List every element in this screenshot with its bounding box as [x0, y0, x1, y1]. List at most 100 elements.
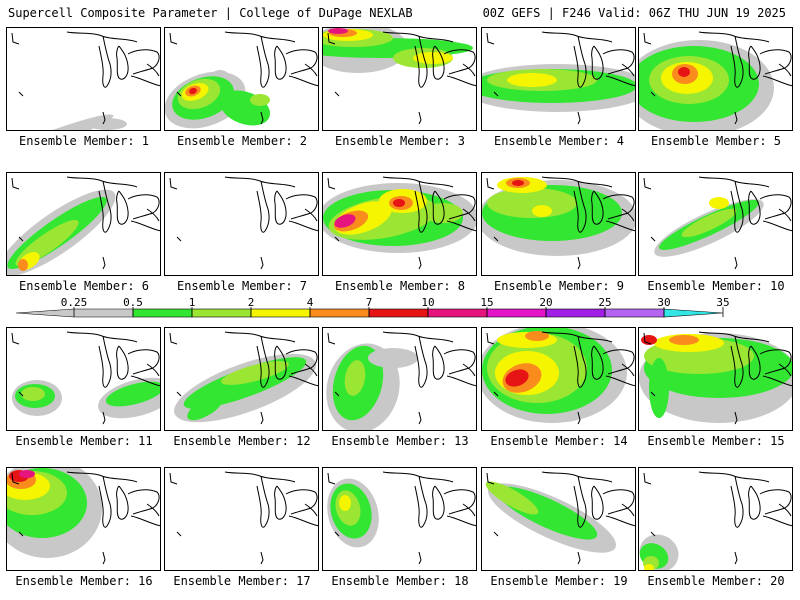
great-lakes-outline [591, 485, 604, 520]
great-lakes-outline [382, 331, 454, 343]
great-lakes-outline [432, 345, 445, 380]
ensemble-map-panel-1 [6, 27, 161, 131]
great-lakes-outline [748, 45, 761, 80]
great-lakes-outline [446, 515, 476, 527]
great-lakes-outline [748, 345, 761, 380]
coastline-segment [102, 256, 106, 270]
coastline-segment [650, 391, 656, 397]
great-lakes-outline [274, 190, 287, 225]
great-lakes-outline [414, 475, 428, 528]
coastline-segment [334, 531, 340, 537]
coastline-segment [18, 236, 24, 242]
scp-shading-area [18, 259, 28, 271]
great-lakes-outline [573, 180, 587, 233]
panel-label: Ensemble Member: 11 [15, 434, 153, 448]
great-lakes-outline [486, 32, 495, 45]
coastline-segment [577, 111, 581, 125]
coastline-segment [176, 391, 182, 397]
great-lakes-outline [285, 49, 318, 75]
colorbar-tick-label: 10 [421, 297, 434, 309]
panel-label: Ensemble Member: 17 [173, 574, 311, 588]
colorbar-segment [604, 308, 665, 318]
ensemble-map-panel-11 [6, 327, 161, 431]
scp-shading-area [644, 564, 654, 570]
great-lakes-outline [762, 75, 792, 87]
ensemble-map-panel-9 [481, 172, 636, 276]
great-lakes-outline [327, 177, 336, 190]
coastline-segment [102, 551, 106, 565]
great-lakes-outline [730, 180, 744, 233]
panel-label: Ensemble Member: 2 [176, 134, 308, 148]
map-graphic [7, 468, 160, 565]
great-lakes-outline [224, 331, 296, 343]
great-lakes-outline [256, 35, 270, 88]
scp-shading-area [250, 94, 270, 106]
great-lakes-outline [327, 32, 336, 45]
scp-shading-area [681, 208, 737, 238]
coastline-segment [418, 111, 422, 125]
scp-shading-area [189, 87, 197, 95]
great-lakes-outline [605, 75, 635, 87]
ensemble-map-panel-10 [638, 172, 793, 276]
great-lakes-outline [443, 489, 476, 515]
coastline-segment [418, 551, 422, 565]
great-lakes-outline [382, 176, 454, 188]
great-lakes-outline [698, 331, 770, 343]
great-lakes-outline [591, 345, 604, 380]
great-lakes-outline [759, 349, 792, 375]
map-graphic [482, 328, 635, 425]
panel-label: Ensemble Member: 4 [493, 134, 625, 148]
coastline-segment [334, 91, 340, 97]
great-lakes-outline [382, 31, 454, 43]
colorbar-tick-label: 7 [366, 297, 373, 309]
panel-label: Ensemble Member: 7 [176, 279, 308, 293]
panel-label: Ensemble Member: 15 [647, 434, 785, 448]
coastline-segment [650, 236, 656, 242]
map-graphic [323, 176, 476, 270]
ensemble-map-panel-15 [638, 327, 793, 431]
great-lakes-outline [98, 35, 112, 88]
great-lakes-outline [127, 49, 160, 75]
coastline-segment [418, 256, 422, 270]
coastline-segment [260, 551, 264, 565]
great-lakes-outline [327, 332, 336, 345]
great-lakes-outline [462, 503, 476, 517]
great-lakes-outline [146, 503, 160, 517]
page-title: Supercell Composite Parameter | College … [8, 6, 413, 20]
map-graphic [7, 31, 160, 130]
ensemble-map-panel-5 [638, 27, 793, 131]
colorbar-tick-label: 25 [598, 297, 611, 309]
great-lakes-outline [759, 194, 792, 220]
coastline-segment [334, 236, 340, 242]
great-lakes-outline [621, 208, 635, 222]
scp-shading-area [328, 28, 348, 34]
coastline-segment [418, 411, 422, 425]
coastline-segment [493, 391, 499, 397]
coastline-segment [176, 531, 182, 537]
great-lakes-outline [66, 31, 138, 43]
great-lakes-outline [130, 75, 160, 87]
great-lakes-outline [698, 176, 770, 188]
scp-shading-area [339, 495, 351, 511]
great-lakes-outline [116, 190, 129, 225]
map-graphic [7, 176, 160, 275]
ensemble-map-panel-3 [322, 27, 477, 131]
great-lakes-outline [573, 335, 587, 388]
great-lakes-outline [304, 208, 318, 222]
great-lakes-outline [285, 489, 318, 515]
colorbar-segment [309, 308, 370, 318]
great-lakes-outline [643, 472, 652, 485]
colorbar-segment [545, 308, 606, 318]
coastline-segment [18, 391, 24, 397]
ensemble-map-panel-17 [164, 467, 319, 571]
panel-label: Ensemble Member: 19 [490, 574, 628, 588]
great-lakes-outline [274, 485, 287, 520]
coastline-segment [176, 236, 182, 242]
scp-shading-area [525, 331, 549, 341]
colorbar-segment [15, 308, 134, 318]
great-lakes-outline [762, 220, 792, 232]
great-lakes-outline [304, 63, 318, 77]
scp-shading-area [393, 199, 405, 207]
ensemble-map-panel-6 [6, 172, 161, 276]
great-lakes-outline [643, 32, 652, 45]
